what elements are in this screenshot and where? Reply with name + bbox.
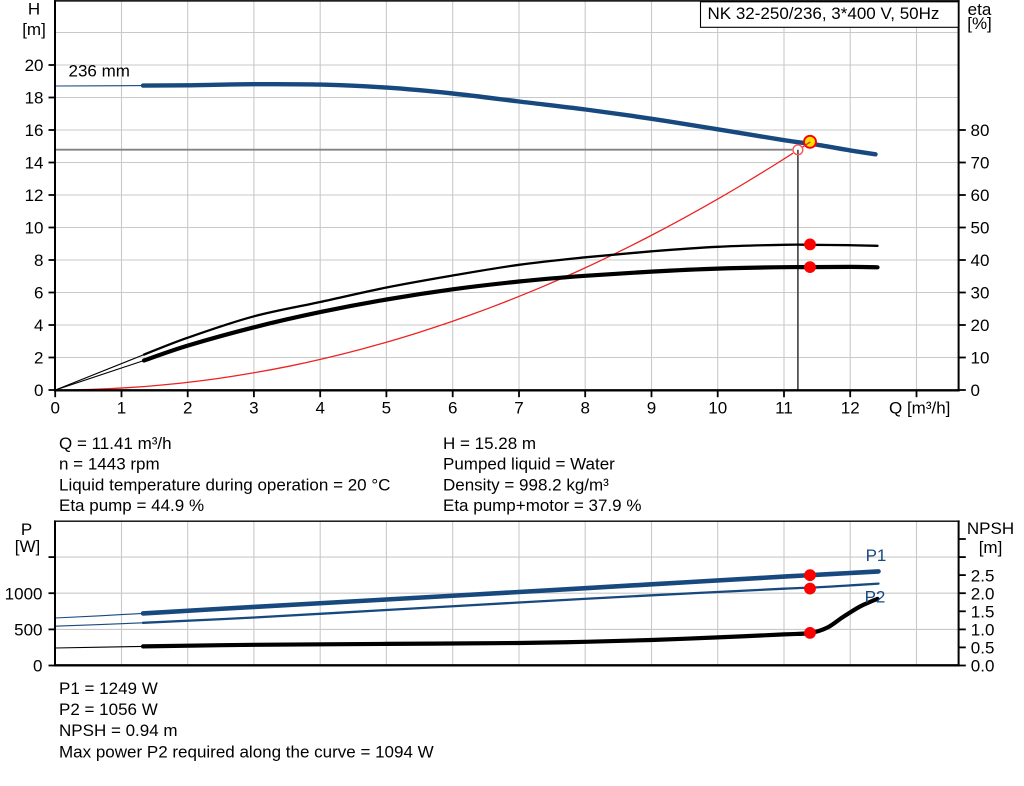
svg-text:n = 1443 rpm: n = 1443 rpm bbox=[59, 455, 160, 474]
svg-text:16: 16 bbox=[25, 121, 44, 140]
svg-text:Eta pump+motor = 37.9 %: Eta pump+motor = 37.9 % bbox=[443, 496, 641, 515]
svg-text:1.5: 1.5 bbox=[971, 603, 995, 622]
svg-text:Eta pump = 44.9 %: Eta pump = 44.9 % bbox=[59, 496, 204, 515]
svg-text:P2: P2 bbox=[865, 587, 886, 606]
svg-text:P2 = 1056 W: P2 = 1056 W bbox=[59, 700, 158, 719]
svg-text:NPSH: NPSH bbox=[967, 519, 1014, 538]
svg-text:0: 0 bbox=[50, 398, 59, 417]
svg-text:6: 6 bbox=[448, 398, 457, 417]
svg-text:H = 15.28 m: H = 15.28 m bbox=[443, 434, 536, 453]
svg-text:8: 8 bbox=[34, 251, 43, 270]
svg-text:0.0: 0.0 bbox=[971, 657, 995, 676]
svg-text:eta: eta bbox=[968, 0, 992, 19]
svg-text:5: 5 bbox=[382, 398, 391, 417]
svg-text:P1 = 1249 W: P1 = 1249 W bbox=[59, 679, 158, 698]
svg-text:6: 6 bbox=[34, 284, 43, 303]
svg-text:P1: P1 bbox=[866, 546, 887, 565]
svg-text:0.5: 0.5 bbox=[971, 639, 995, 658]
svg-text:NK 32-250/236, 3*400 V, 50Hz: NK 32-250/236, 3*400 V, 50Hz bbox=[708, 4, 940, 23]
svg-text:236 mm: 236 mm bbox=[69, 62, 130, 81]
svg-text:4: 4 bbox=[34, 316, 43, 335]
svg-text:2: 2 bbox=[183, 398, 192, 417]
svg-text:8: 8 bbox=[580, 398, 589, 417]
svg-text:[m]: [m] bbox=[979, 538, 1003, 557]
svg-text:Density = 998.2 kg/m³: Density = 998.2 kg/m³ bbox=[443, 475, 609, 494]
svg-text:0: 0 bbox=[971, 381, 980, 400]
svg-text:18: 18 bbox=[25, 89, 44, 108]
svg-text:80: 80 bbox=[971, 121, 990, 140]
svg-text:4: 4 bbox=[315, 398, 324, 417]
svg-text:12: 12 bbox=[25, 186, 44, 205]
svg-text:20: 20 bbox=[971, 316, 990, 335]
svg-text:Liquid temperature during oper: Liquid temperature during operation = 20… bbox=[59, 475, 390, 494]
svg-text:0: 0 bbox=[33, 657, 42, 676]
svg-text:NPSH = 0.94 m: NPSH = 0.94 m bbox=[59, 721, 178, 740]
svg-text:0: 0 bbox=[34, 381, 43, 400]
svg-text:H: H bbox=[28, 0, 40, 19]
svg-text:10: 10 bbox=[708, 398, 727, 417]
svg-text:P: P bbox=[21, 520, 32, 539]
svg-text:1: 1 bbox=[117, 398, 126, 417]
svg-text:500: 500 bbox=[14, 621, 42, 640]
svg-text:2.0: 2.0 bbox=[971, 584, 995, 603]
svg-text:11: 11 bbox=[775, 398, 793, 417]
svg-text:2.5: 2.5 bbox=[971, 566, 995, 585]
svg-text:10: 10 bbox=[971, 349, 990, 368]
svg-text:9: 9 bbox=[647, 398, 656, 417]
svg-text:70: 70 bbox=[971, 154, 990, 173]
svg-text:Q [m³/h]: Q [m³/h] bbox=[889, 398, 950, 417]
svg-text:60: 60 bbox=[971, 186, 990, 205]
svg-text:2: 2 bbox=[34, 349, 43, 368]
svg-text:Pumped liquid = Water: Pumped liquid = Water bbox=[443, 455, 615, 474]
svg-text:[%]: [%] bbox=[967, 14, 992, 33]
svg-text:14: 14 bbox=[25, 154, 44, 173]
svg-text:20: 20 bbox=[25, 56, 44, 75]
svg-text:1.0: 1.0 bbox=[971, 621, 995, 640]
svg-text:30: 30 bbox=[971, 284, 990, 303]
svg-text:40: 40 bbox=[971, 251, 990, 270]
svg-text:7: 7 bbox=[514, 398, 523, 417]
svg-text:1000: 1000 bbox=[5, 584, 43, 603]
svg-text:12: 12 bbox=[841, 398, 860, 417]
svg-text:Max power P2 required along th: Max power P2 required along the curve = … bbox=[59, 742, 434, 761]
svg-text:[m]: [m] bbox=[22, 20, 46, 39]
svg-text:[W]: [W] bbox=[15, 537, 41, 556]
svg-text:50: 50 bbox=[971, 219, 990, 238]
svg-text:Q = 11.41 m³/h: Q = 11.41 m³/h bbox=[59, 434, 172, 453]
svg-text:10: 10 bbox=[25, 219, 44, 238]
svg-text:3: 3 bbox=[249, 398, 258, 417]
